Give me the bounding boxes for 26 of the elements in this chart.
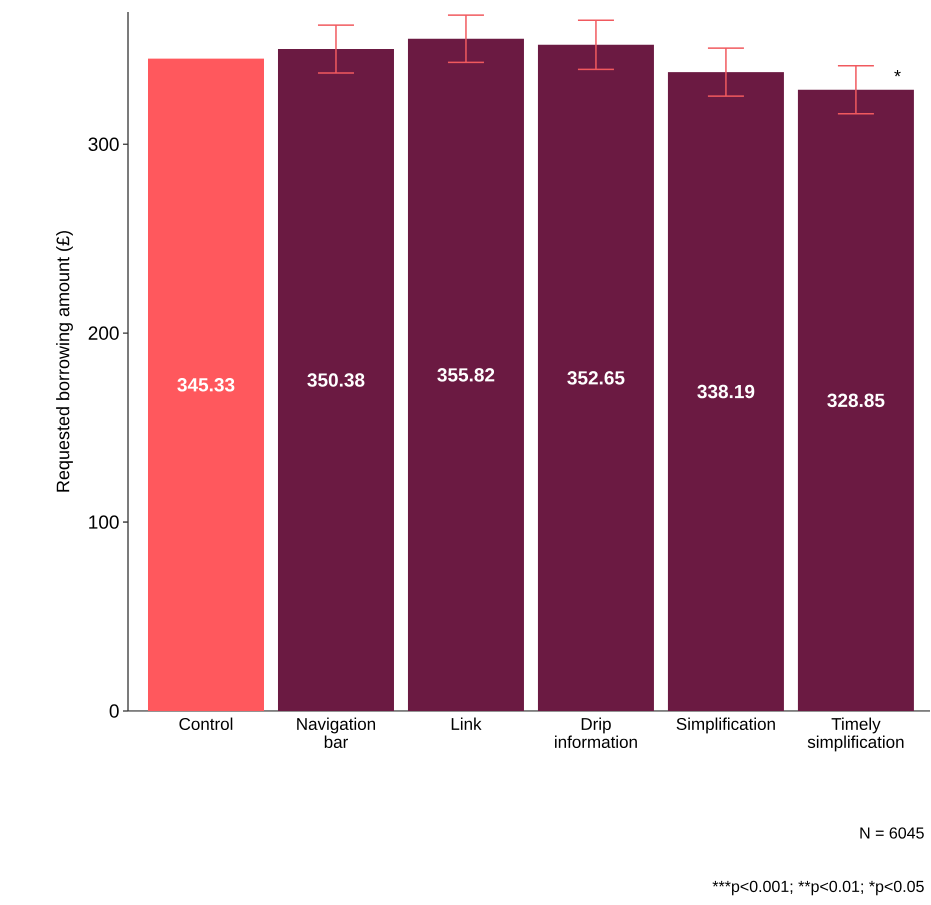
bar [668, 72, 784, 711]
data-label: 350.38 [307, 373, 364, 387]
y-tick-label: 0 [110, 704, 119, 718]
text: ***p<0.001; **p<0.01; *p<0.05 [712, 880, 924, 896]
data-label: 338.19 [697, 384, 754, 398]
bar [408, 38, 524, 711]
y-tick-label: 300 [88, 138, 119, 151]
x-tick-label: Navigation bar [297, 718, 376, 748]
x-tick-label: Drip information [555, 718, 637, 748]
x-tick-label: Link [452, 718, 482, 730]
y-tick-label: 200 [88, 326, 119, 340]
bar [538, 44, 654, 711]
x-tick-label: Timely simplification [808, 718, 904, 752]
bar [148, 58, 264, 711]
x-tick-label: Control [179, 718, 232, 730]
text: N = 6045 [860, 827, 924, 839]
data-label: 352.65 [567, 371, 624, 385]
annotation: * [894, 70, 901, 76]
y-axis-title: Requested borrowing amount (£) [56, 231, 73, 492]
data-label: 345.33 [177, 378, 234, 392]
bar [798, 90, 914, 711]
data-label: 355.82 [437, 368, 494, 382]
y-tick-label: 100 [89, 515, 119, 529]
x-tick-label: Simplification [676, 718, 775, 734]
data-label: 328.85 [827, 394, 884, 408]
bar [278, 49, 394, 711]
